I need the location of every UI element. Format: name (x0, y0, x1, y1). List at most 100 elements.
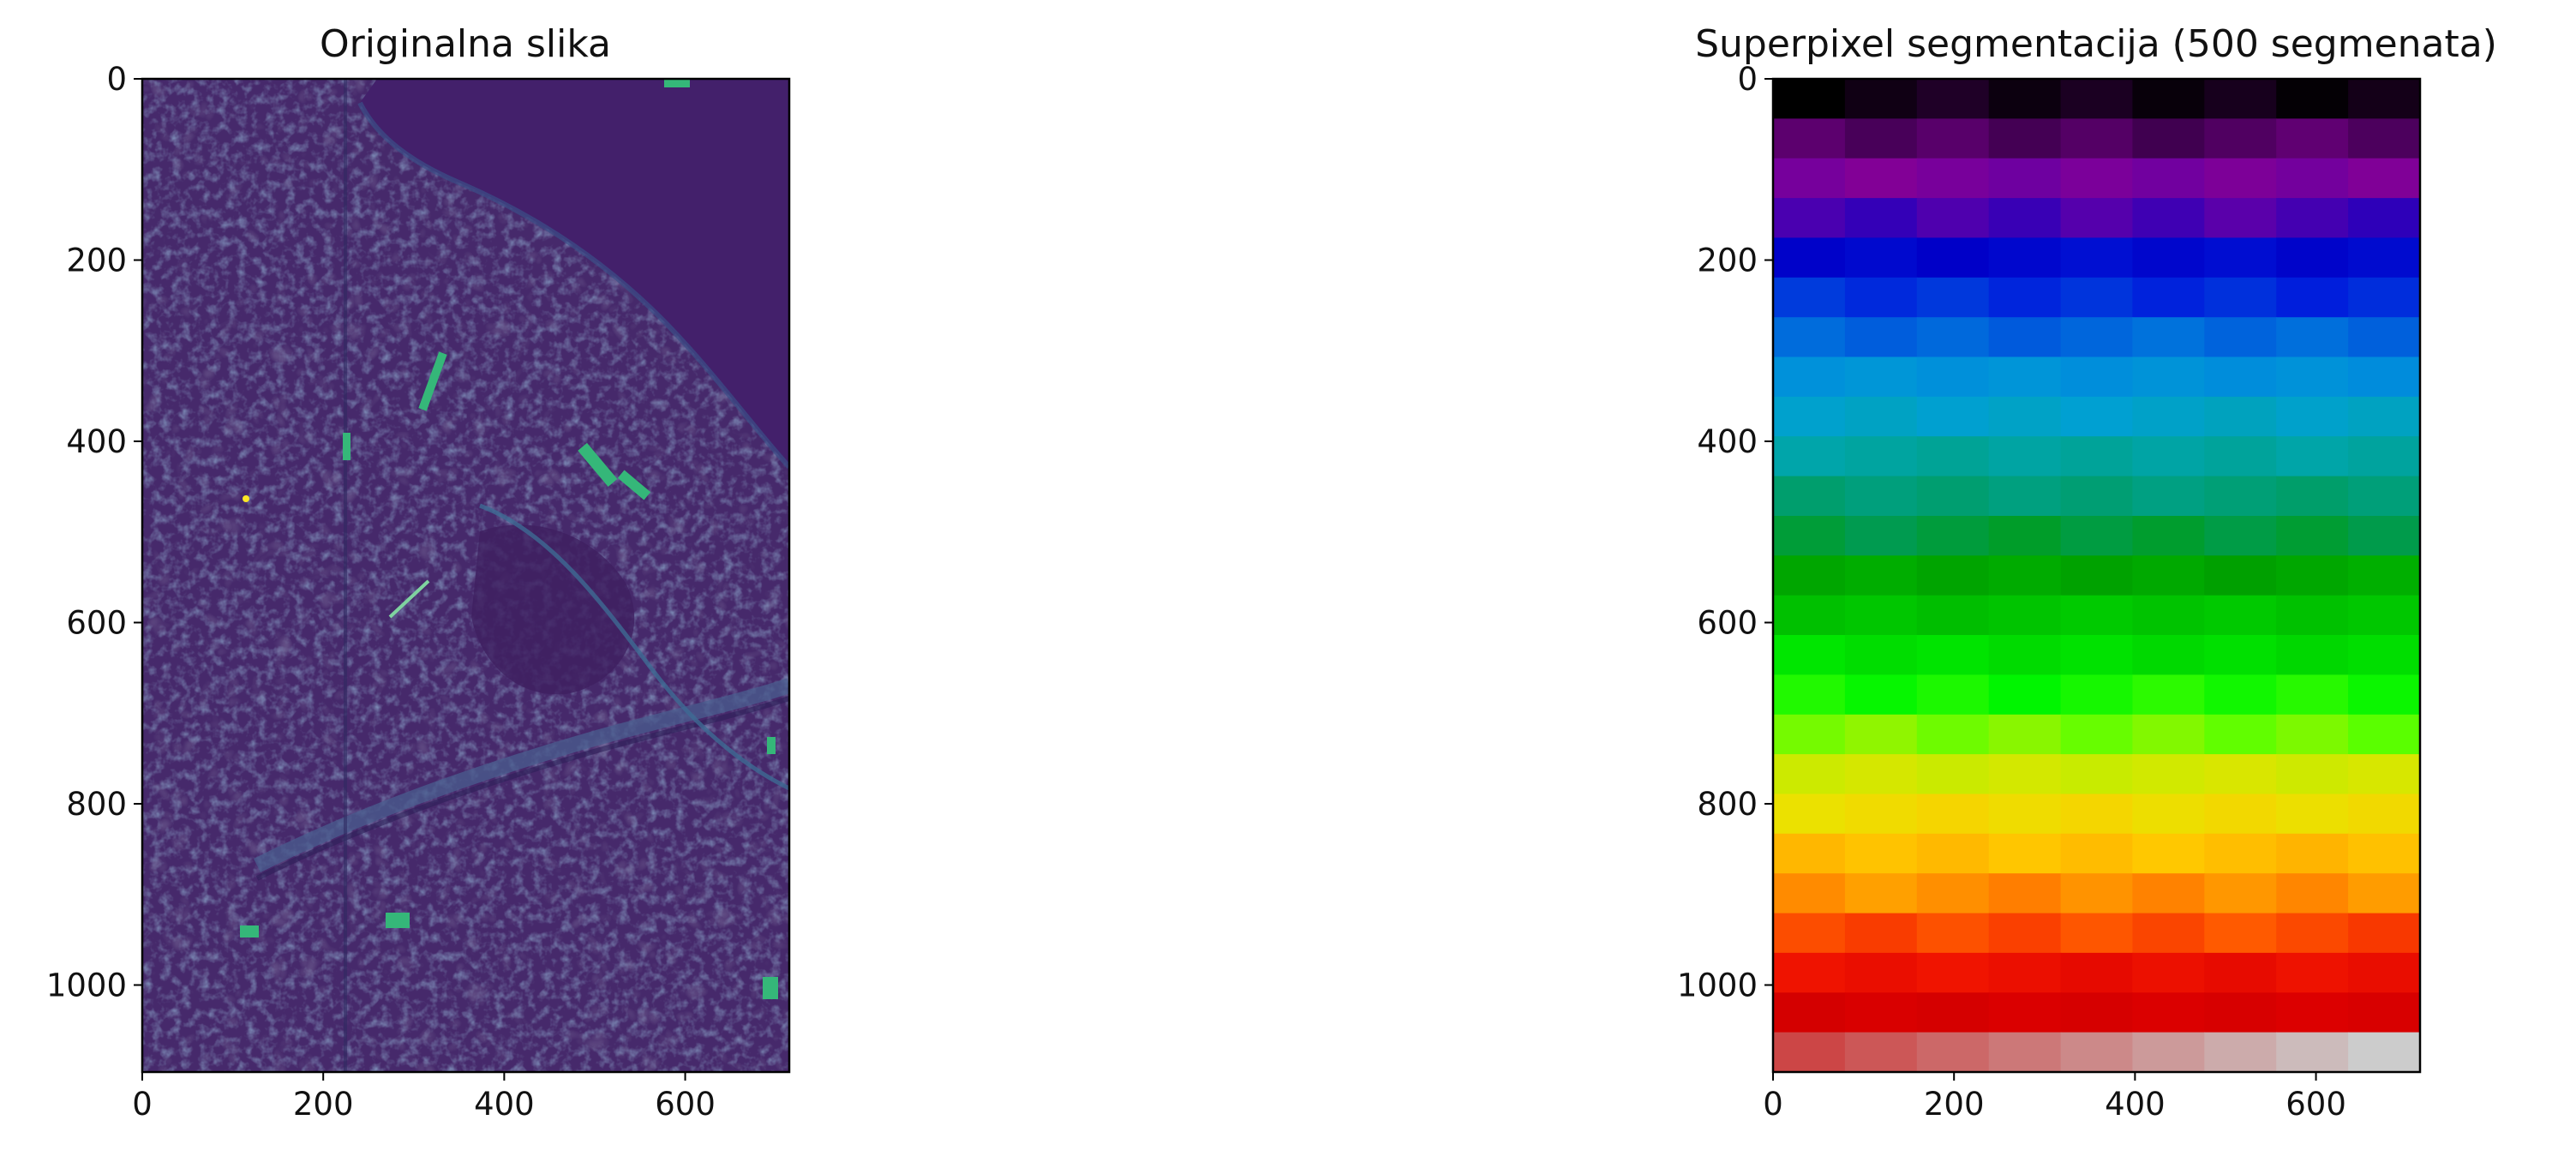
superpixel-cell (2132, 913, 2206, 954)
superpixel-cell (2060, 237, 2134, 279)
right-ytick-label: 800 (1697, 786, 1758, 823)
superpixel-cell (2276, 516, 2349, 557)
superpixel-cell (2204, 595, 2277, 636)
superpixel-cell (1844, 1032, 1918, 1072)
superpixel-cell (1988, 595, 2062, 636)
superpixel-cell (2060, 595, 2134, 636)
right-xtick-label: 400 (2105, 1086, 2166, 1123)
superpixel-cell (1773, 714, 1846, 755)
superpixel-cell (1916, 237, 1990, 279)
superpixel-cell (1988, 317, 2062, 358)
superpixel-cell (1988, 833, 2062, 874)
superpixel-cell (2204, 436, 2277, 477)
superpixel-cell (1773, 595, 1846, 636)
superpixel-cell (2060, 118, 2134, 159)
superpixel-cell (2348, 674, 2420, 716)
superpixel-cell (2060, 198, 2134, 239)
superpixel-cell (2060, 873, 2134, 914)
superpixel-cell (1773, 516, 1846, 557)
superpixel-cell (1988, 516, 2062, 557)
road (479, 503, 789, 791)
right-axes: Superpixel segmentacija (500 segmenata) … (1677, 22, 2497, 1123)
superpixel-cell (2204, 635, 2277, 676)
superpixel-cell (1773, 237, 1846, 279)
river (360, 79, 789, 467)
superpixel-cell (2276, 992, 2349, 1033)
superpixel-cell (1773, 356, 1846, 398)
superpixel-cell (2276, 952, 2349, 994)
superpixel-cell (2132, 674, 2206, 716)
superpixel-cell (2204, 555, 2277, 596)
superpixel-cell (2204, 1032, 2277, 1072)
superpixel-cell (1844, 158, 1918, 199)
left-xtick-label: 600 (655, 1086, 716, 1123)
superpixel-cell (2060, 555, 2134, 596)
left-xtick-label: 0 (132, 1086, 153, 1123)
right-xtick-label: 0 (1763, 1086, 1783, 1123)
superpixel-cell (2132, 833, 2206, 874)
superpixel-cell (2276, 595, 2349, 636)
superpixel-cell (2204, 356, 2277, 398)
superpixel-cell (1773, 198, 1846, 239)
superpixel-cell (1988, 1032, 2062, 1072)
superpixel-cell (1773, 436, 1846, 477)
superpixel-cell (2204, 277, 2277, 318)
superpixel-cell (1844, 237, 1918, 279)
superpixel-cell (2132, 317, 2206, 358)
superpixel-cell (1844, 555, 1918, 596)
superpixel-cell (1988, 237, 2062, 279)
superpixel-cell (1988, 198, 2062, 239)
superpixel-cell (2132, 118, 2206, 159)
right-ticks: 0 200 400 600 0 200 400 600 800 1000 (1677, 61, 2346, 1123)
superpixel-cell (2348, 516, 2420, 557)
superpixel-cell (2348, 992, 2420, 1033)
superpixel-cell (2348, 913, 2420, 954)
superpixel-cell (2132, 952, 2206, 994)
superpixel-cell (2060, 317, 2134, 358)
superpixel-cell (1988, 913, 2062, 954)
superpixel-cell (2276, 436, 2349, 477)
superpixel-cell (1844, 595, 1918, 636)
superpixel-cell (1844, 317, 1918, 358)
superpixel-cell (2348, 714, 2420, 755)
superpixel-cell (1773, 158, 1846, 199)
river-bank (357, 101, 789, 470)
right-ytick-label: 1000 (1677, 967, 1758, 1003)
superpixel-cell (2276, 317, 2349, 358)
superpixel-cell (1773, 873, 1846, 914)
superpixel-cell (1773, 992, 1846, 1033)
superpixel-cell (1844, 476, 1918, 517)
left-ytick-label: 200 (66, 242, 127, 279)
superpixel-cell (2132, 237, 2206, 279)
superpixel-cell (2276, 913, 2349, 954)
superpixel-cell (1988, 674, 2062, 716)
superpixel-cell (1916, 794, 1990, 835)
left-ytick-label: 600 (66, 604, 127, 641)
superpixel-cell (2204, 79, 2277, 120)
right-frame (1771, 77, 2422, 1074)
superpixel-cell (2276, 277, 2349, 318)
superpixel-cell (2060, 635, 2134, 676)
superpixel-cell (2204, 952, 2277, 994)
superpixel-cell (2204, 237, 2277, 279)
right-xtick-label: 600 (2285, 1086, 2346, 1123)
superpixel-cell (2060, 277, 2134, 318)
superpixel-cell (1844, 913, 1918, 954)
superpixel-cell (2060, 714, 2134, 755)
superpixel-cell (2348, 277, 2420, 318)
superpixel-cell (1844, 754, 1918, 795)
superpixel-cell (1988, 277, 2062, 318)
superpixel-cell (1773, 913, 1846, 954)
superpixel-cell (1844, 794, 1918, 835)
superpixel-cell (2204, 476, 2277, 517)
superpixel-cell (1773, 952, 1846, 994)
superpixel-cell (1844, 198, 1918, 239)
superpixel-cell (1773, 555, 1846, 596)
bright-buildings (240, 79, 778, 999)
superpixel-cell (2132, 714, 2206, 755)
superpixel-cell (2276, 794, 2349, 835)
superpixel-cell (1916, 833, 1990, 874)
superpixel-cell (1916, 913, 1990, 954)
superpixel-cell (1916, 674, 1990, 716)
superpixel-cell (2276, 237, 2349, 279)
